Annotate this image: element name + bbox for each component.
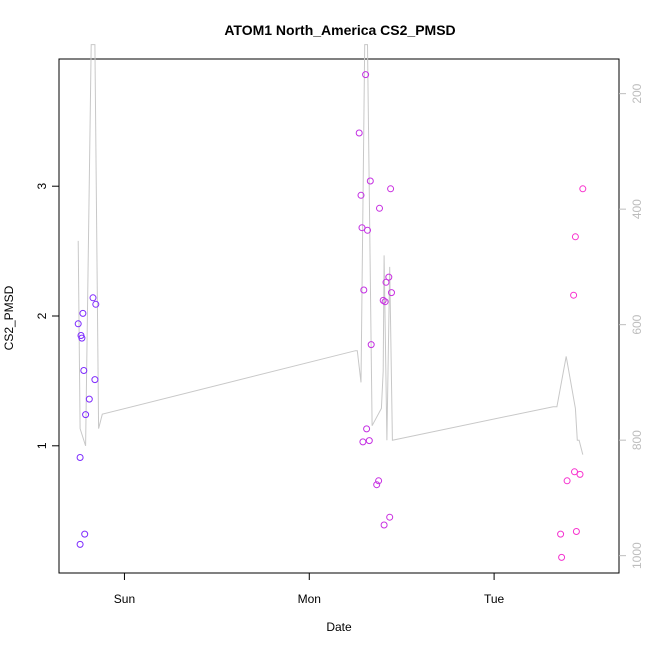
data-point-41 — [572, 528, 580, 535]
y-tick-label-1: 2 — [35, 312, 49, 319]
data-point-6 — [80, 367, 88, 374]
data-point-33 — [387, 185, 395, 193]
y-tick-label-2: 3 — [35, 183, 49, 190]
point-layer — [74, 71, 587, 561]
y-tick-label-0: 1 — [35, 442, 49, 449]
data-point-2 — [76, 540, 84, 548]
plot-frame — [58, 58, 620, 574]
data-point-8 — [82, 411, 90, 419]
data-point-10 — [89, 294, 97, 302]
x-tick-label-2: Tue — [484, 592, 505, 606]
data-point-32 — [386, 513, 394, 521]
data-point-35 — [557, 530, 565, 538]
data-point-18 — [362, 71, 370, 79]
data-point-9 — [85, 395, 93, 403]
y2-tick-label-2: 600 — [630, 314, 644, 334]
chart-title: ATOM1 North_America CS2_PMSD — [224, 22, 455, 38]
data-point-27 — [379, 296, 387, 304]
data-point-13 — [355, 129, 363, 137]
data-point-39 — [571, 468, 578, 476]
data-point-21 — [365, 437, 373, 445]
data-point-11 — [91, 376, 99, 384]
data-point-26 — [376, 204, 383, 212]
y2-tick-label-1: 400 — [630, 199, 644, 219]
data-point-29 — [381, 298, 389, 306]
data-point-31 — [385, 273, 393, 281]
y-axis: 1 2 3 — [35, 183, 59, 449]
data-point-43 — [579, 185, 587, 193]
x-tick-label-1: Mon — [298, 592, 321, 606]
data-point-20 — [364, 226, 371, 234]
data-point-24 — [373, 481, 381, 489]
data-point-34 — [388, 289, 395, 297]
data-point-36 — [558, 553, 566, 561]
data-point-14 — [357, 191, 365, 199]
data-point-38 — [570, 291, 578, 299]
data-point-4 — [78, 334, 86, 342]
x-axis: Sun Mon Tue — [114, 573, 505, 606]
data-point-25 — [375, 477, 383, 485]
data-point-16 — [359, 438, 367, 446]
y-axis-label: CS2_PMSD — [2, 285, 16, 350]
data-point-19 — [363, 425, 371, 433]
y2-tick-label-0: 200 — [630, 83, 644, 103]
series-line-0 — [77, 44, 584, 455]
data-point-30 — [382, 278, 390, 286]
data-point-5 — [79, 309, 87, 317]
data-point-23 — [367, 341, 375, 349]
y2-tick-label-4: 1000 — [630, 542, 644, 569]
x-tick-label-0: Sun — [114, 592, 135, 606]
data-point-17 — [360, 286, 368, 294]
data-point-15 — [358, 224, 366, 232]
data-point-0 — [74, 320, 82, 328]
data-point-12 — [92, 300, 100, 308]
x-axis-label: Date — [326, 620, 352, 634]
data-point-40 — [571, 233, 579, 241]
line-layer — [77, 44, 584, 455]
y2-tick-label-3: 800 — [630, 430, 644, 450]
data-point-42 — [576, 470, 584, 478]
data-point-28 — [380, 521, 388, 529]
right-y-axis: 200 400 600 800 1000 — [619, 83, 644, 569]
data-point-22 — [366, 177, 374, 185]
data-point-37 — [563, 477, 571, 485]
data-point-1 — [76, 454, 84, 461]
data-point-7 — [81, 530, 89, 538]
